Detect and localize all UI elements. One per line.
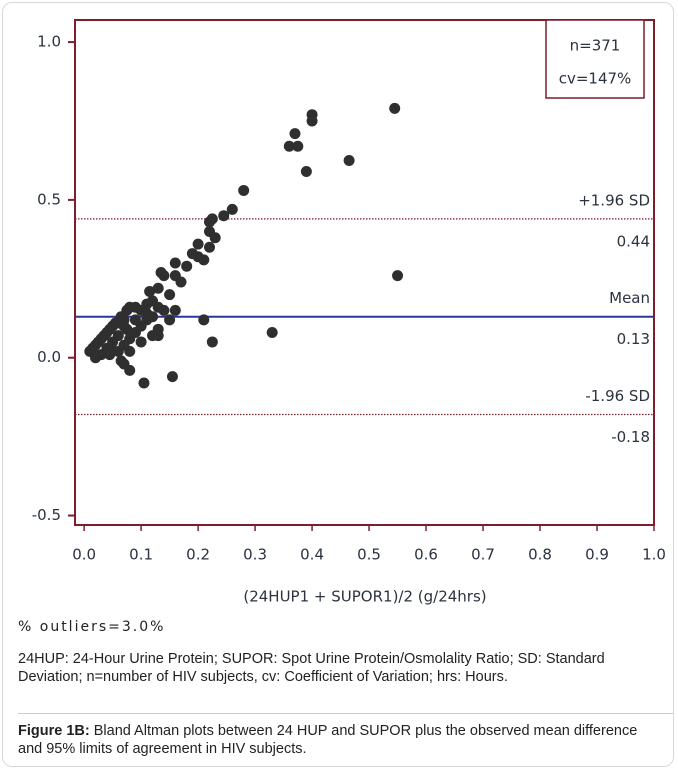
- x-tick-label: 0.1: [129, 546, 153, 564]
- plot-frame: [74, 19, 655, 526]
- annotation-box: [545, 19, 645, 99]
- x-tick-label: 0.9: [585, 546, 609, 564]
- abbreviations: 24HUP: 24-Hour Urine Protein; SUPOR: Spo…: [18, 651, 605, 685]
- point: [238, 184, 250, 196]
- reference-value: 0.44: [617, 232, 650, 250]
- point: [155, 267, 167, 278]
- point: [164, 289, 176, 301]
- figure-label: Figure 1B:: [18, 723, 90, 739]
- x-tick-label: 0.0: [72, 546, 96, 564]
- point: [289, 128, 301, 140]
- point: [306, 115, 318, 127]
- point: [218, 210, 230, 222]
- x-tick-label: 0.4: [300, 546, 324, 564]
- point: [90, 352, 102, 364]
- caption-text: Bland Altman plots between 24 HUP and SU…: [18, 723, 638, 757]
- point: [152, 330, 164, 342]
- outliers-note: % outliers=3.0%: [18, 619, 166, 635]
- point: [138, 377, 150, 389]
- x-tick-label: 1.0: [642, 546, 666, 564]
- reference-name: Mean: [609, 289, 650, 307]
- separator: [18, 713, 673, 714]
- point: [115, 355, 127, 367]
- y-tick-label: 1.0: [37, 33, 61, 51]
- figure-caption: Figure 1B: Bland Altman plots between 24…: [18, 722, 663, 758]
- point: [203, 216, 215, 228]
- y-tick-label: -0.5: [32, 506, 61, 524]
- x-axis-label: (24HUP1 + SUPOR1)/2 (g/24hrs): [243, 588, 486, 606]
- annotation: n=371: [570, 37, 621, 55]
- point: [181, 260, 193, 272]
- reference-name: -1.96 SD: [585, 387, 650, 405]
- x-tick-label: 0.8: [528, 546, 552, 564]
- point: [124, 345, 136, 357]
- point: [192, 238, 204, 250]
- point: [209, 232, 221, 244]
- point: [169, 257, 181, 269]
- point: [292, 140, 304, 152]
- point: [166, 371, 178, 383]
- point: [169, 270, 181, 282]
- point: [389, 102, 401, 114]
- reference-value: -0.18: [611, 428, 650, 446]
- point: [121, 323, 133, 335]
- point: [198, 254, 210, 266]
- point: [206, 336, 218, 348]
- reference-name: +1.96 SD: [578, 191, 650, 209]
- point: [300, 166, 312, 177]
- point: [186, 248, 198, 260]
- reference-value: 0.13: [617, 330, 650, 348]
- x-tick-label: 0.3: [243, 546, 267, 564]
- annotation: cv=147%: [559, 70, 632, 88]
- point: [266, 326, 278, 338]
- point: [392, 270, 404, 282]
- point: [129, 314, 141, 326]
- point: [343, 154, 355, 166]
- point: [144, 285, 156, 297]
- point: [115, 311, 127, 323]
- point: [141, 308, 153, 320]
- y-tick-label: 0.0: [37, 348, 61, 366]
- x-tick-label: 0.7: [471, 546, 495, 564]
- point: [135, 336, 147, 348]
- x-tick-label: 0.5: [357, 546, 381, 564]
- point: [164, 314, 176, 326]
- point: [226, 203, 238, 215]
- point: [169, 304, 181, 316]
- point: [152, 282, 164, 294]
- x-tick-label: 0.6: [414, 546, 438, 564]
- point: [158, 304, 170, 316]
- point: [124, 364, 136, 376]
- y-tick-label: 0.5: [37, 190, 61, 208]
- point: [283, 140, 295, 152]
- chart: (24HUP1 + SUPOR1)/2 (g/24hrs) -0.5 0.0 0.5…: [32, 19, 666, 606]
- point: [203, 241, 215, 253]
- point: [104, 349, 116, 361]
- x-tick-label: 0.2: [186, 546, 210, 564]
- point: [112, 345, 124, 357]
- point: [198, 314, 210, 326]
